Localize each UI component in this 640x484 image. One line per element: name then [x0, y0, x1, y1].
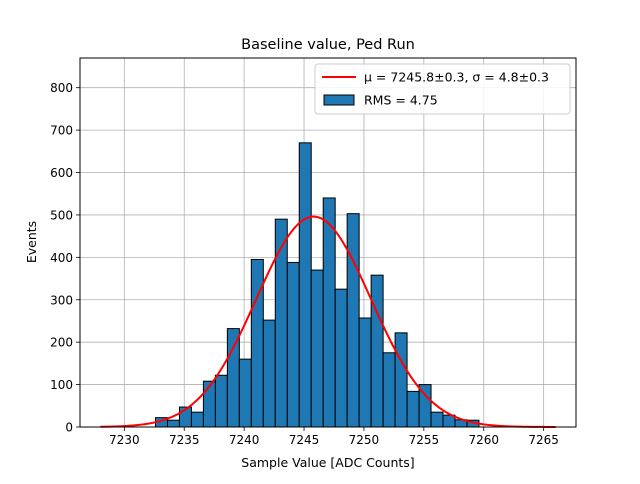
y-tick-label: 300 [50, 293, 73, 307]
x-axis-label: Sample Value [ADC Counts] [241, 455, 414, 470]
y-tick-label: 500 [50, 208, 73, 222]
histogram-bar [250, 258, 264, 428]
histogram-bar [214, 374, 228, 428]
x-axis-ticks: 7230 7235 7240 7245 7250 7255 7260 7265 [109, 427, 559, 447]
legend-hist-label: RMS = 4.75 [364, 93, 438, 108]
histogram-bar [406, 390, 420, 428]
histogram-bar [382, 352, 396, 428]
legend-box [314, 63, 571, 115]
y-axis-label: Events [24, 221, 39, 263]
y-tick-label: 200 [50, 336, 73, 350]
histogram-bar [190, 411, 204, 428]
histogram-bar [274, 218, 288, 428]
x-tick-label: 7255 [409, 433, 440, 447]
y-tick-label: 0 [65, 421, 73, 435]
histogram-bar [334, 288, 348, 428]
histogram-bar [358, 317, 372, 428]
histogram-bar [322, 197, 336, 428]
histogram-bar [262, 319, 276, 428]
y-tick-label: 400 [50, 251, 73, 265]
histogram-bar [202, 380, 216, 428]
y-tick-label: 100 [50, 378, 73, 392]
x-tick-label: 7265 [528, 433, 559, 447]
y-tick-label: 700 [50, 124, 73, 138]
y-tick-label: 600 [50, 166, 73, 180]
histogram-bar [370, 274, 384, 428]
legend-fit-label: μ = 7245.8±0.3, σ = 4.8±0.3 [364, 70, 549, 85]
y-axis-ticks: 0 100 200 300 400 500 600 700 800 [50, 81, 80, 435]
x-tick-label: 7250 [349, 433, 380, 447]
histogram-bar [238, 358, 252, 428]
x-tick-label: 7240 [229, 433, 260, 447]
plot-frame [79, 57, 577, 428]
legend-hist-swatch [323, 94, 355, 106]
x-tick-label: 7230 [109, 433, 140, 447]
legend: μ = 7245.8±0.3, σ = 4.8±0.3 RMS = 4.75 [314, 63, 571, 115]
histogram-bar [166, 419, 180, 428]
bars [154, 142, 480, 428]
x-tick-label: 7235 [169, 433, 200, 447]
x-tick-label: 7245 [289, 433, 320, 447]
fit-curve-group [100, 215, 556, 428]
histogram-bar [346, 213, 360, 428]
histogram-bar [298, 142, 312, 428]
histogram-bar [394, 332, 408, 428]
histogram-bar [226, 328, 240, 428]
x-tick-label: 7260 [468, 433, 499, 447]
histogram-bar [286, 261, 300, 428]
histogram-bar [310, 269, 324, 428]
histogram-bar [430, 411, 444, 428]
chart-title: Baseline value, Ped Run [241, 37, 415, 53]
gaussian-fit-line [100, 215, 556, 428]
y-tick-label: 800 [50, 81, 73, 95]
